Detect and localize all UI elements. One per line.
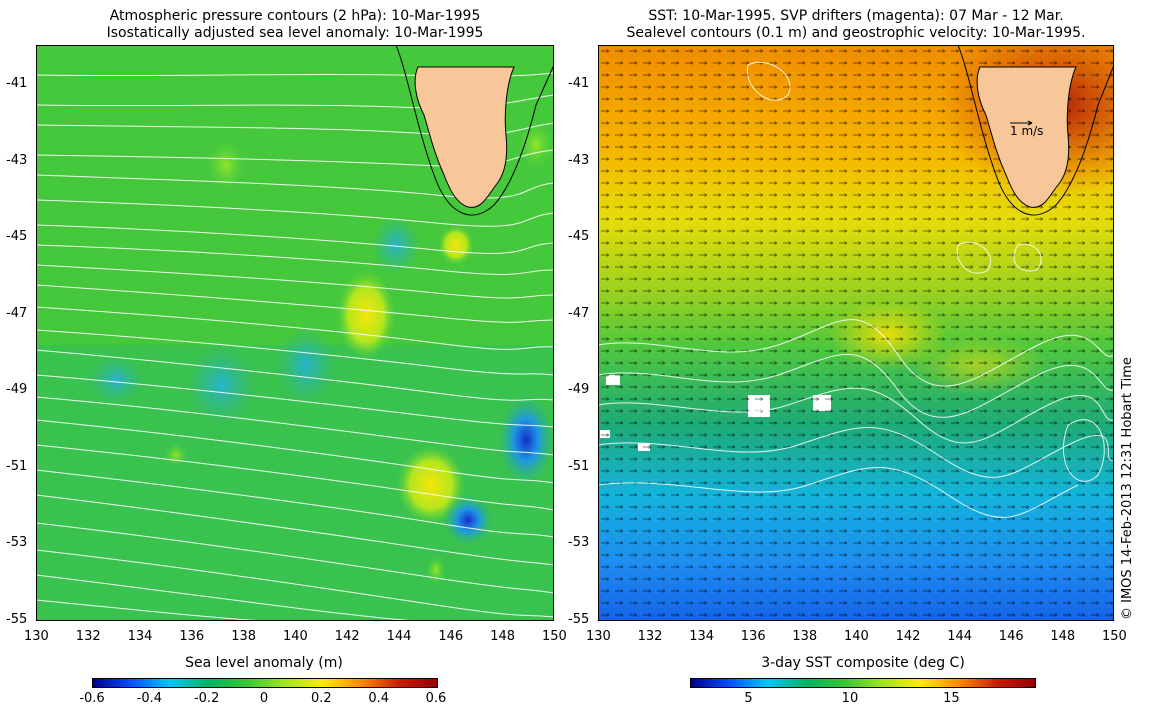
credit-text: © IMOS 14-Feb-2013 12:31 Hobart Time [1120,357,1135,620]
sea-level-colorbar [92,678,438,688]
left-colorbar-tick: 0.4 [368,691,389,706]
left-colorbar-tick: 0.6 [425,691,447,706]
left-lon-tick: 130 [24,629,49,644]
right-panel-title: SST: 10-Mar-1995. SVP drifters (magenta)… [598,8,1114,42]
left-lon-tick: 146 [438,629,464,644]
left-lon-tick: 150 [542,629,567,644]
right-colorbar-tick: 10 [841,691,859,706]
right-title-line2: Sealevel contours (0.1 m) and geostrophi… [626,25,1086,41]
right-lon-tick: 132 [637,629,663,644]
left-colorbar-tick: -0.4 [136,691,163,706]
right-lon-tick: 146 [998,629,1024,644]
velocity-scale-arrow [1010,120,1033,126]
right-lat-tick: -43 [568,152,590,168]
left-panel-title: Atmospheric pressure contours (2 hPa): 1… [36,8,554,42]
right-lat-tick: -41 [568,76,590,91]
right-lat-tick: -47 [568,305,590,321]
left-lon-tick: 132 [75,629,101,644]
left-lat-tick: -41 [6,76,28,91]
right-lon-tick: 144 [947,629,973,644]
left-lat-tick: -49 [6,382,28,397]
left-lat-tick: -47 [6,305,28,321]
sst-colorbar [690,678,1036,688]
right-lat-tick: -53 [568,535,590,550]
left-lon-tick: 142 [334,629,360,644]
left-lon-tick: 138 [231,629,257,644]
right-lon-tick: 134 [689,629,715,644]
right-colorbar-title: 3-day SST composite (deg C) [761,655,965,671]
left-colorbar-tick: -0.2 [193,691,220,706]
left-colorbar-tick: -0.6 [79,691,105,706]
left-lon-tick: 144 [386,629,412,644]
left-lon-tick: 136 [179,629,205,644]
left-lon-tick: 148 [490,629,516,644]
left-lat-tick: -45 [6,229,28,244]
right-colorbar-tick: 5 [744,691,753,706]
left-lat-tick: -55 [6,611,28,627]
right-lon-tick: 138 [792,629,818,644]
left-lat-tick: -53 [6,535,28,550]
sst-map [598,45,1114,621]
right-title-line1: SST: 10-Mar-1995. SVP drifters (magenta)… [648,8,1064,24]
right-lon-tick: 136 [740,629,766,644]
left-colorbar-tick: 0 [259,691,269,706]
right-lon-tick: 130 [586,629,611,644]
left-lat-tick: -51 [6,458,28,474]
right-lat-tick: -45 [568,229,590,244]
right-lon-tick: 140 [844,629,869,644]
left-title-line2: Isostatically adjusted sea level anomaly… [106,25,484,41]
right-lat-tick: -55 [568,611,590,627]
left-lon-tick: 134 [127,629,153,644]
left-lat-tick: -43 [6,152,28,168]
right-lat-tick: -51 [568,458,590,474]
right-colorbar-tick: 15 [943,691,960,706]
right-lon-tick: 150 [1102,629,1127,644]
left-lon-tick: 140 [283,629,308,644]
left-colorbar-tick: 0.2 [310,691,332,706]
velocity-scale-label: 1 m/s [1010,124,1044,138]
left-colorbar-title: Sea level anomaly (m) [185,655,343,671]
right-lat-tick: -49 [568,382,590,397]
left-title-line1: Atmospheric pressure contours (2 hPa): 1… [109,8,481,24]
right-lon-tick: 142 [895,629,921,644]
right-lon-tick: 148 [1050,629,1076,644]
sea-level-anomaly-map [36,45,554,621]
